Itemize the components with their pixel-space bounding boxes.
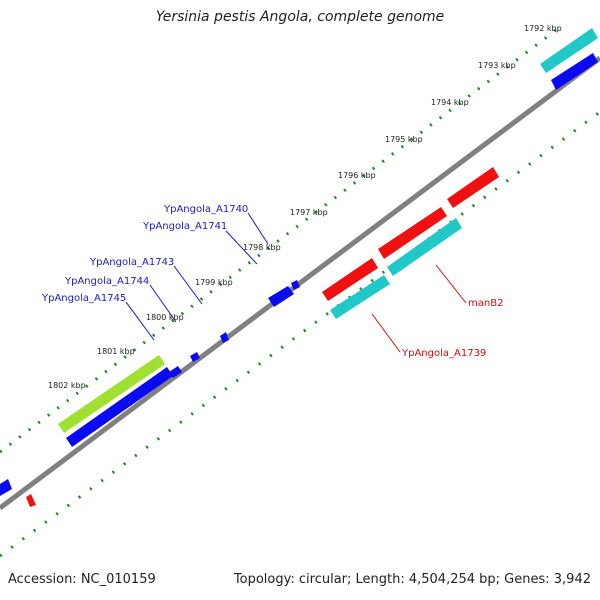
genome-backbone bbox=[0, 56, 600, 510]
gene-arrow[interactable] bbox=[291, 280, 300, 290]
gene-label[interactable]: YpAngola_A1743 bbox=[89, 257, 174, 268]
tick-label: 1794 kbp bbox=[431, 98, 469, 107]
tick-label: 1793 kbp bbox=[478, 61, 516, 70]
callout-line bbox=[247, 212, 269, 245]
tick-label: 1799 kbp bbox=[195, 278, 233, 287]
gene-arrow[interactable] bbox=[0, 479, 12, 496]
gene-arrow[interactable] bbox=[378, 207, 447, 259]
gene-arrow[interactable] bbox=[66, 367, 173, 447]
gene-arrow[interactable] bbox=[540, 28, 598, 73]
gene-arrow[interactable] bbox=[268, 286, 294, 307]
gene-arrow[interactable] bbox=[169, 366, 182, 378]
genome-summary: Topology: circular; Length: 4,504,254 bp… bbox=[233, 572, 591, 587]
gene-arrow[interactable] bbox=[58, 355, 165, 433]
gene-arrow[interactable] bbox=[322, 258, 378, 301]
page-title: Yersinia pestis Angola, complete genome bbox=[155, 9, 445, 25]
tick-label: 1801 kbp bbox=[97, 347, 135, 356]
inner-tick-track bbox=[0, 110, 600, 558]
gene-arrow[interactable] bbox=[26, 494, 36, 507]
gene-label[interactable]: YpAngola_A1744 bbox=[64, 276, 149, 287]
callout-line bbox=[225, 230, 258, 265]
accession-text: Accession: NC_010159 bbox=[8, 572, 156, 587]
callout-line bbox=[371, 313, 401, 353]
callout-line bbox=[149, 284, 177, 323]
gene-label[interactable]: YpAngola_A1740 bbox=[163, 204, 248, 215]
tick-label: 1800 kbp bbox=[146, 313, 184, 322]
gene-arrow[interactable] bbox=[190, 352, 200, 362]
tick-label: 1797 kbp bbox=[290, 208, 328, 217]
callout-line bbox=[173, 265, 203, 305]
gene-arrow[interactable] bbox=[551, 53, 598, 90]
gene-arrow[interactable] bbox=[330, 275, 390, 319]
tick-label: 1792 kbp bbox=[524, 24, 562, 33]
callout-line bbox=[125, 301, 155, 341]
gene-arrow[interactable] bbox=[447, 167, 499, 208]
callout-line bbox=[435, 264, 467, 304]
gene-label[interactable]: YpAngola_A1741 bbox=[142, 221, 227, 232]
tick-label: 1796 kbp bbox=[338, 171, 376, 180]
gene-label[interactable]: YpAngola_A1745 bbox=[41, 293, 126, 304]
tick-label: 1798 kbp bbox=[243, 243, 281, 252]
tick-label: 1795 kbp bbox=[385, 135, 423, 144]
tick-label: 1802 kbp bbox=[48, 381, 86, 390]
footer: Accession: NC_010159 Topology: circular;… bbox=[0, 572, 600, 592]
gene-label[interactable]: YpAngola_A1739 bbox=[401, 348, 486, 359]
gene-arrow[interactable] bbox=[220, 332, 229, 343]
gene-label[interactable]: manB2 bbox=[468, 298, 503, 309]
gene-arrow[interactable] bbox=[387, 218, 462, 276]
